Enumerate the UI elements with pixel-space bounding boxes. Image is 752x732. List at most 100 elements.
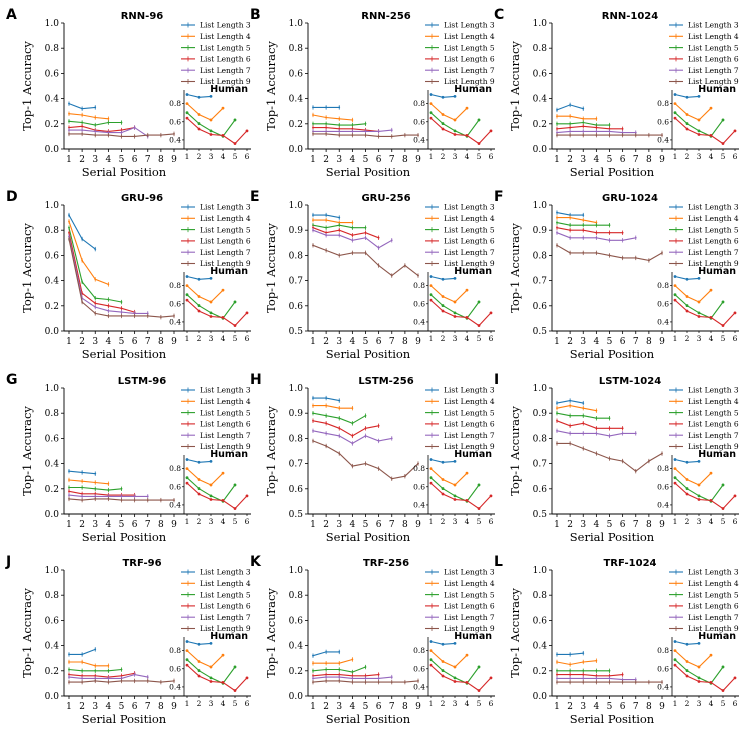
data-point — [81, 121, 84, 124]
y-tick-label: 0.6 — [289, 69, 304, 79]
x-axis-label: Serial Position — [570, 530, 655, 544]
x-tick-label: 5 — [607, 702, 613, 712]
data-point — [608, 127, 611, 130]
data-point — [94, 495, 97, 498]
inset-x-tick-label: 3 — [697, 334, 702, 343]
legend-label: List Length 9 — [444, 442, 495, 451]
data-point — [351, 677, 354, 680]
data-point — [390, 477, 393, 480]
data-point — [569, 224, 572, 227]
inset-data-point — [733, 676, 737, 680]
data-point — [556, 244, 558, 247]
y-tick-label: 1.0 — [289, 566, 304, 576]
inset-x-tick-label: 3 — [209, 334, 214, 343]
data-point — [621, 432, 624, 435]
data-point — [634, 257, 637, 259]
x-tick-label: 8 — [402, 520, 408, 530]
series-list-length-6 — [68, 230, 136, 315]
x-tick-label: 5 — [363, 337, 369, 347]
data-point — [634, 131, 637, 134]
data-point — [582, 224, 585, 227]
inset-data-point — [673, 458, 677, 461]
inset-data-point — [697, 118, 701, 122]
inset-series-line — [674, 103, 712, 121]
data-point — [582, 236, 585, 239]
inset-data-point — [441, 674, 445, 678]
x-tick-label: 5 — [119, 337, 125, 347]
series-list-length-7 — [556, 129, 637, 135]
data-point — [312, 114, 314, 116]
data-point — [634, 678, 637, 681]
inset-data-point — [429, 476, 433, 480]
series-line — [312, 227, 379, 239]
data-point — [351, 134, 354, 137]
series-list-length-6 — [312, 418, 380, 439]
inset-series-line — [186, 117, 248, 145]
data-point — [94, 278, 97, 281]
inset-x-tick-label: 6 — [733, 699, 738, 708]
inset-data-point — [685, 95, 689, 99]
panel-letter: J — [5, 554, 11, 570]
data-point — [364, 130, 367, 133]
data-point — [569, 214, 572, 216]
inset-x-tick-label: 3 — [453, 517, 458, 526]
x-tick-label: 2 — [323, 520, 329, 530]
y-tick-label: 0.6 — [533, 616, 548, 626]
y-tick-label: 1.0 — [533, 384, 548, 394]
inset-data-point — [429, 649, 433, 653]
data-point — [582, 432, 585, 435]
data-point — [364, 681, 367, 684]
inset-y-tick-label: 0.8 — [169, 464, 181, 473]
data-point — [159, 134, 162, 137]
data-point — [608, 677, 611, 680]
data-point — [351, 671, 354, 673]
inset-data-point — [453, 483, 457, 487]
data-point — [351, 251, 354, 254]
legend-label: List Length 7 — [688, 248, 739, 257]
y-tick-label: 0.6 — [45, 251, 60, 261]
y-tick-label: 0.4 — [45, 277, 60, 287]
data-point — [595, 669, 598, 672]
y-axis-label: Top-1 Accuracy — [508, 406, 522, 496]
legend-label: List Length 6 — [688, 55, 739, 64]
series-line — [68, 490, 135, 496]
inset-title: Human — [210, 266, 248, 277]
x-tick-label: 5 — [119, 155, 125, 165]
series-line — [556, 420, 623, 429]
data-point — [417, 274, 419, 277]
inset-series-line — [430, 299, 492, 327]
data-point — [556, 419, 558, 422]
x-tick-label: 3 — [580, 520, 586, 530]
data-point — [582, 251, 585, 254]
data-point — [621, 673, 624, 676]
data-point — [351, 681, 354, 684]
inset-y-tick-label: 0.6 — [169, 117, 181, 126]
inset-series-line — [674, 285, 712, 303]
data-point — [312, 397, 314, 399]
data-point — [133, 135, 136, 138]
inset-data-point — [709, 498, 713, 502]
data-point — [569, 681, 572, 684]
inset-series-line — [186, 468, 224, 486]
inset-x-tick-label: 4 — [221, 152, 226, 161]
data-point — [120, 131, 123, 134]
data-point — [173, 314, 175, 317]
data-point — [364, 236, 367, 239]
series-list-length-4 — [312, 657, 354, 666]
data-point — [312, 674, 314, 677]
inset-data-point — [429, 293, 433, 297]
inset-y-tick-label: 0.4 — [657, 500, 669, 509]
x-axis-label: Serial Position — [326, 530, 411, 544]
data-point — [81, 495, 84, 498]
series-list-length-7 — [312, 428, 393, 446]
panel-letter: A — [6, 7, 17, 23]
inset-data-point — [673, 467, 677, 471]
data-point — [94, 492, 97, 495]
inset-data-point — [697, 483, 701, 487]
x-tick-label: 7 — [389, 520, 395, 530]
panel-j: J TRF-960.00.20.40.60.81.01 2 3 4 5 6 7 8 9Serial… — [5, 554, 251, 726]
inset-data-point — [685, 492, 689, 496]
data-point — [569, 229, 572, 232]
data-point — [556, 412, 558, 415]
inset-x-tick-label: 2 — [685, 699, 690, 708]
